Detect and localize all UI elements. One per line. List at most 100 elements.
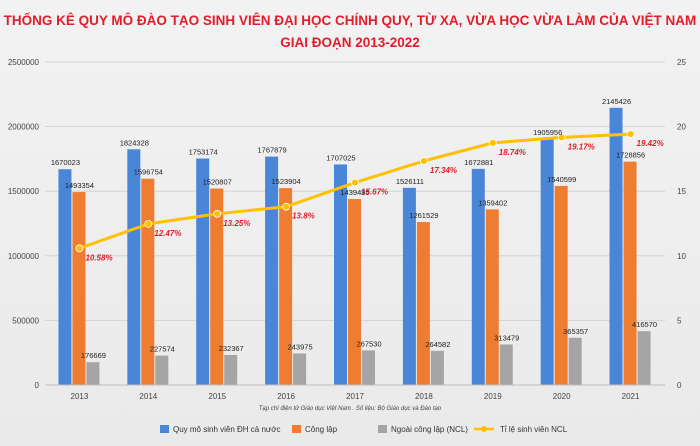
x-tick-label: 2021 xyxy=(622,392,640,401)
legend-swatch xyxy=(160,425,169,433)
bar-value-label: 416570 xyxy=(632,320,657,329)
ratio-point-label: 18.74% xyxy=(499,148,526,157)
data-labels: 1670023 1493354 176669 1824328 1596754 227574… xyxy=(51,97,664,360)
bar xyxy=(554,185,568,385)
ratio-point xyxy=(282,202,291,211)
bar-value-label: 1596754 xyxy=(134,168,163,177)
bar-value-label: 1824328 xyxy=(120,138,149,147)
bar-value-label: 1728856 xyxy=(616,151,645,160)
bar-value-label: 232367 xyxy=(219,344,244,353)
bar-value-label: 1520807 xyxy=(203,178,232,187)
legend-swatch xyxy=(378,425,387,433)
source-note: Tạp chí điện tử Giáo dục Việt Nam . Số l… xyxy=(259,405,442,412)
bar xyxy=(58,169,72,385)
y-right-tick-label: 0 xyxy=(677,381,682,390)
bar-value-label: 1523904 xyxy=(272,177,301,186)
legend-label: Ngoài công lập (NCL) xyxy=(391,425,468,434)
bar xyxy=(141,178,155,385)
x-tick-label: 2016 xyxy=(277,392,295,401)
x-tick-label: 2014 xyxy=(139,392,157,401)
y-left-tick-label: 1000000 xyxy=(8,252,40,261)
y-right-tick-label: 20 xyxy=(677,123,686,132)
y-left-tick-label: 2000000 xyxy=(8,123,40,132)
bar-value-label: 1540599 xyxy=(547,175,576,184)
bar xyxy=(155,355,169,385)
bar xyxy=(334,164,347,385)
bar xyxy=(293,353,307,385)
bars xyxy=(58,107,651,385)
bar-value-label: 1526111 xyxy=(396,177,424,186)
x-tick-label: 2013 xyxy=(71,392,89,401)
y-right-tick-label: 5 xyxy=(677,316,682,325)
ratio-point xyxy=(557,133,566,142)
bar-value-label: 2145426 xyxy=(602,97,631,106)
y-left-tick-label: 0 xyxy=(35,381,40,390)
ratio-point xyxy=(419,157,428,165)
bar-value-label: 267530 xyxy=(356,339,381,348)
bar-value-label: 227574 xyxy=(150,345,175,354)
x-tick-label: 2018 xyxy=(415,392,433,401)
bar-value-label: 1905956 xyxy=(533,128,562,137)
bar xyxy=(623,161,637,385)
bar xyxy=(210,188,224,385)
ratio-point-label: 15.67% xyxy=(361,188,388,197)
ratio-point-label: 13.25% xyxy=(223,219,250,228)
bar xyxy=(499,344,513,385)
bar xyxy=(540,138,554,385)
ratio-line xyxy=(75,130,635,253)
bar xyxy=(265,156,279,385)
x-tick-label: 2019 xyxy=(484,392,502,401)
bar-value-label: 264582 xyxy=(425,340,450,349)
bar xyxy=(471,168,485,385)
legend-label: Quy mô sinh viên ĐH cả nước xyxy=(173,425,281,434)
legend-label: Công lập xyxy=(305,425,338,434)
bar xyxy=(348,199,361,385)
ratio-point xyxy=(213,209,222,218)
bar-value-label: 365357 xyxy=(563,327,588,336)
legend-label: Tỉ lệ sinh viên NCL xyxy=(500,425,568,434)
ratio-point xyxy=(626,130,635,138)
bar xyxy=(416,222,430,385)
bar-value-label: 1707025 xyxy=(326,153,355,162)
bar xyxy=(637,331,651,385)
ratio-point xyxy=(351,178,359,187)
ratio-point-label: 17.34% xyxy=(430,166,457,175)
bar xyxy=(279,188,293,385)
ratio-point-label: 12.47% xyxy=(154,229,181,238)
y-right-tick-label: 25 xyxy=(677,58,686,67)
ratio-point-label: 10.58% xyxy=(85,253,112,262)
bar-value-label: 1359402 xyxy=(478,198,507,207)
y-right-tick-label: 10 xyxy=(677,252,686,261)
bar-value-label: 1670023 xyxy=(51,158,80,167)
bar xyxy=(224,354,238,385)
bar-value-label: 1439495 xyxy=(340,188,369,197)
legend-marker xyxy=(481,426,487,432)
bar xyxy=(568,337,582,385)
ratio-point-label: 19.42% xyxy=(637,139,664,148)
y-left-tick-label: 2500000 xyxy=(8,58,40,67)
bar-value-label: 1767879 xyxy=(258,146,287,155)
legend-swatch xyxy=(292,425,301,433)
ratio-point-label: 19.17% xyxy=(568,142,595,151)
x-tick-label: 2015 xyxy=(208,392,226,401)
bar-value-label: 243975 xyxy=(288,342,313,351)
y-left-tick-label: 500000 xyxy=(12,316,39,325)
bar xyxy=(196,158,210,385)
chart-subtitle: GIAI ĐOẠN 2013-2022 xyxy=(280,35,420,50)
bar-value-label: 313479 xyxy=(494,333,519,342)
axes: 0 500000 1000000 1500000 2000000 2500000 0 5 10 1… xyxy=(8,58,687,401)
bar xyxy=(485,209,499,385)
x-tick-label: 2020 xyxy=(553,392,571,401)
ratio-point-label: 13.8% xyxy=(292,212,315,221)
bar xyxy=(362,350,375,385)
bar xyxy=(430,350,444,385)
y-left-tick-label: 1500000 xyxy=(8,187,40,196)
ratio-point xyxy=(144,219,153,228)
ratio-point xyxy=(75,244,84,253)
bar xyxy=(609,107,623,385)
bar xyxy=(86,362,100,385)
bar-value-label: 1261529 xyxy=(409,211,438,220)
bar-value-label: 1493354 xyxy=(65,181,94,190)
legend: Quy mô sinh viên ĐH cả nước Công lập Ngoài… xyxy=(160,425,568,434)
